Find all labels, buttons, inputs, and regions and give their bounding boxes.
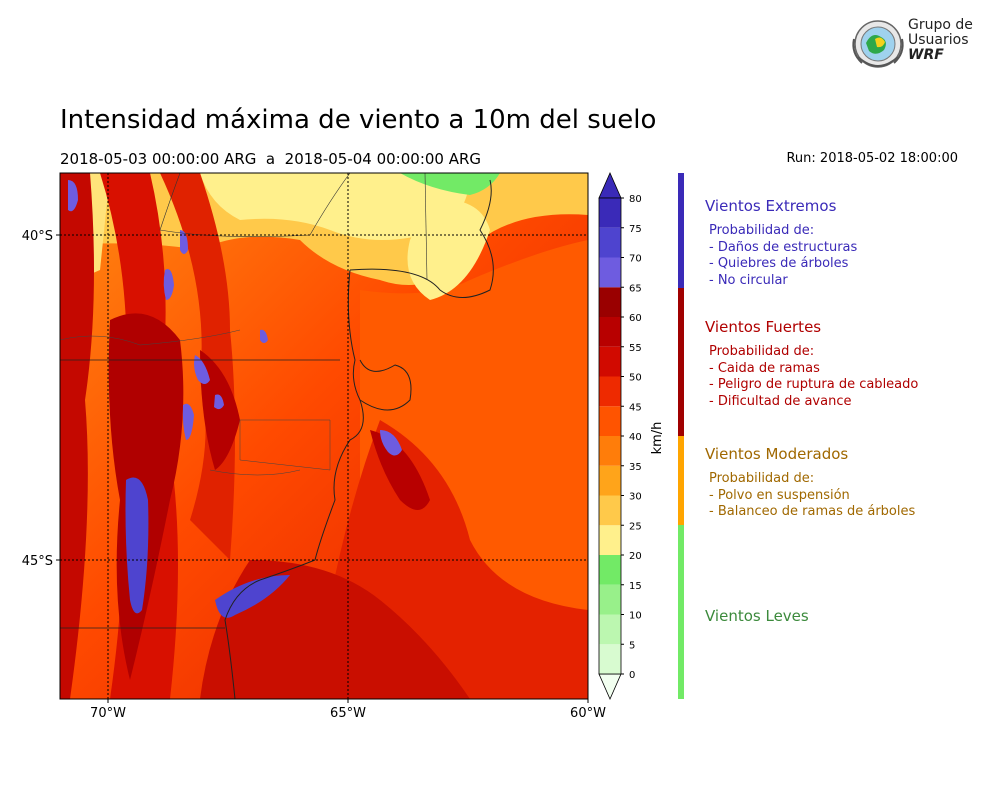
legend-line: - Caida de ramas bbox=[709, 360, 820, 376]
legend-category-description: Probabilidad de: - Caida de ramas - Peligr… bbox=[709, 344, 918, 410]
colorbar-segment bbox=[599, 555, 621, 585]
legend-line: - No circular bbox=[709, 272, 788, 288]
colorbar-tick-label: 60 bbox=[629, 313, 642, 324]
map-title: Intensidad máxima de viento a 10m del su… bbox=[60, 105, 657, 135]
colorbar-segment bbox=[599, 257, 621, 288]
colorbar-unit-label: km/h bbox=[650, 422, 665, 455]
legend-line: - Dificultad de avance bbox=[709, 393, 852, 409]
map-frame bbox=[59, 172, 589, 700]
run-time: Run: 2018-05-02 18:00:00 bbox=[786, 151, 958, 166]
colorbar-segment bbox=[599, 495, 621, 526]
colorbar-segment bbox=[599, 346, 621, 377]
colorbar-tick-label: 65 bbox=[629, 283, 642, 294]
colorbar-tick-label: 20 bbox=[629, 551, 642, 562]
colorbar-segment bbox=[599, 465, 621, 496]
legend-category-title: Vientos Leves bbox=[705, 607, 809, 625]
colorbar-tick-label: 10 bbox=[629, 611, 642, 622]
colorbar-tick-label: 40 bbox=[629, 432, 642, 443]
legend-bar-segment bbox=[678, 173, 684, 288]
lat-label-40s: 40°S bbox=[22, 229, 53, 244]
legend-category-bar bbox=[678, 173, 684, 699]
colorbar-tick-label: 15 bbox=[629, 581, 642, 592]
legend-line: Probabilidad de: bbox=[709, 344, 815, 359]
lon-label-60w: 60°W bbox=[570, 706, 606, 721]
colorbar-tick-label: 55 bbox=[629, 343, 642, 354]
legend-line: - Peligro de ruptura de cableado bbox=[709, 377, 919, 392]
colorbar-segment bbox=[599, 644, 621, 674]
lat-label-45s: 45°S bbox=[22, 554, 53, 569]
colorbar-tick-label: 35 bbox=[629, 462, 642, 473]
logo-line-3: WRF bbox=[908, 47, 944, 63]
colorbar-tick-label: 70 bbox=[629, 254, 642, 265]
legend-bar-segment bbox=[678, 436, 684, 525]
logo-line-2: Usuarios bbox=[908, 32, 969, 48]
colorbar-segment bbox=[599, 436, 621, 466]
lon-label-70w: 70°W bbox=[90, 706, 126, 721]
graticule bbox=[60, 173, 588, 699]
colorbar-segment bbox=[599, 584, 621, 615]
colorbar-tick-label: 45 bbox=[629, 402, 642, 413]
colorbar-tick-label: 80 bbox=[629, 194, 642, 205]
lon-label-65w: 65°W bbox=[330, 706, 366, 721]
legend-line: Probabilidad de: bbox=[709, 223, 815, 238]
forecast-period: 2018-05-03 00:00:00 ARG a 2018-05-04 00:… bbox=[60, 150, 482, 168]
legend-bar-segment bbox=[678, 525, 684, 699]
colorbar-segment bbox=[599, 525, 621, 555]
colorbar-segment bbox=[599, 376, 621, 407]
colorbar-segment bbox=[599, 198, 621, 228]
colorbar: 0 5 10 15 20 25 30 35 40 45 50 55 60 65 70 75 80 bbox=[598, 172, 642, 700]
colorbar-segment bbox=[599, 406, 621, 436]
wrf-logo-emblem bbox=[852, 20, 904, 68]
colorbar-tick-label: 50 bbox=[629, 373, 642, 384]
legend-category-title: Vientos Extremos bbox=[705, 197, 837, 215]
colorbar-tick-label: 75 bbox=[629, 224, 642, 235]
legend-line: Probabilidad de: bbox=[709, 471, 815, 486]
colorbar-segment bbox=[599, 227, 621, 258]
logo-line-1: Grupo de bbox=[908, 17, 973, 33]
wind-field bbox=[60, 173, 588, 699]
legend-category-title: Vientos Fuertes bbox=[705, 318, 822, 336]
colorbar-tick-label: 30 bbox=[629, 492, 642, 503]
colorbar-tick-label: 0 bbox=[629, 670, 635, 681]
legend-bar-segment bbox=[678, 288, 684, 436]
legend-line: - Quiebres de árboles bbox=[709, 256, 849, 271]
legend-line: - Balanceo de ramas de árboles bbox=[709, 504, 916, 519]
colorbar-segment bbox=[599, 317, 621, 347]
colorbar-tick-label: 5 bbox=[629, 640, 635, 651]
legend-category-description: Probabilidad de: - Daños de estructuras - … bbox=[709, 223, 857, 289]
logo-text: Grupo de Usuarios WRF bbox=[908, 18, 973, 63]
colorbar-extension-low bbox=[598, 673, 622, 700]
colorbar-extension-high bbox=[598, 172, 622, 199]
legend-line: - Polvo en suspensión bbox=[709, 487, 850, 503]
legend-category-description: Probabilidad de: - Polvo en suspensión - B… bbox=[709, 471, 915, 521]
legend-line: - Daños de estructuras bbox=[709, 239, 858, 255]
colorbar-segment bbox=[599, 614, 621, 645]
colorbar-segment bbox=[599, 287, 621, 317]
legend-category-title: Vientos Moderados bbox=[705, 445, 849, 463]
colorbar-tick-label: 25 bbox=[629, 521, 642, 532]
